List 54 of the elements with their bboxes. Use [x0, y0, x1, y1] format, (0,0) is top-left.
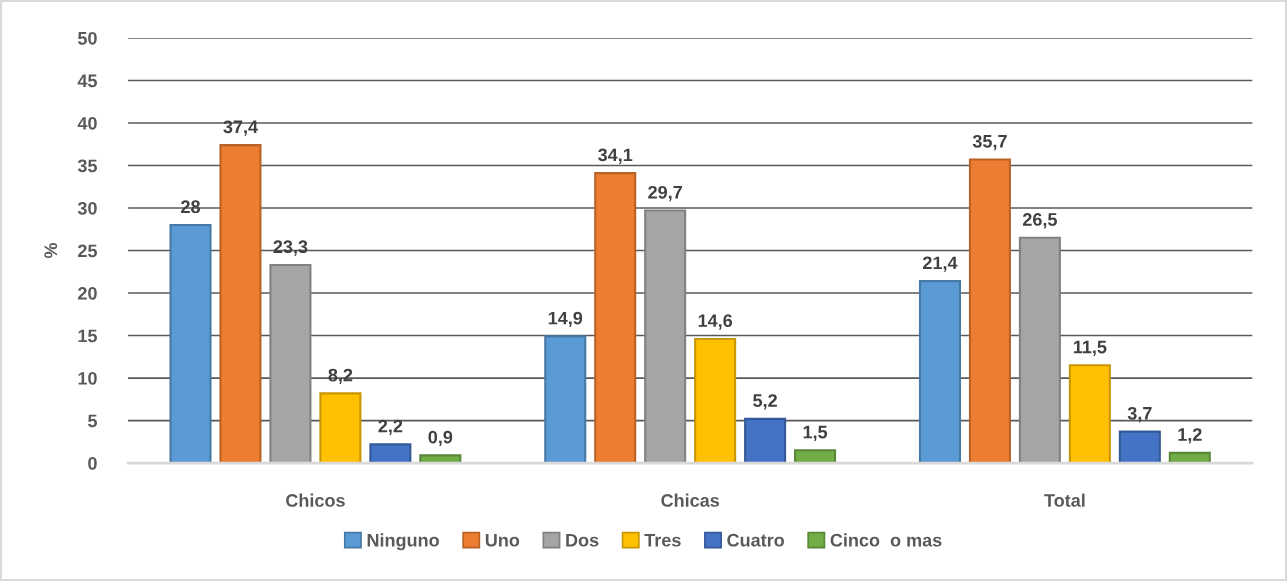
legend-label: Ninguno: [367, 533, 439, 551]
bar: [169, 223, 212, 464]
bar: [1068, 364, 1111, 464]
y-tick-label: 25: [78, 244, 97, 258]
data-label: 2,2: [378, 419, 403, 436]
data-label: 3,7: [1127, 406, 1152, 423]
data-label: 0,9: [428, 430, 453, 447]
bar: [1018, 236, 1061, 464]
data-label: 21,4: [923, 256, 958, 272]
data-label: 1,5: [803, 425, 828, 442]
bar: [419, 454, 462, 464]
data-label: 29,7: [648, 185, 682, 202]
data-label: 11,5: [1073, 340, 1107, 357]
bar: [968, 158, 1011, 464]
bar: [269, 263, 312, 464]
y-tick-label: 45: [77, 74, 97, 88]
y-tick-label: 0: [88, 456, 97, 470]
y-tick-label: 20: [78, 286, 97, 300]
data-label: 5,2: [753, 394, 777, 410]
bar: [1118, 430, 1161, 464]
x-tick-label: Chicas: [661, 493, 720, 507]
y-tick-label: 15: [78, 329, 97, 343]
y-axis-title: %: [44, 242, 58, 259]
bar: [369, 443, 412, 464]
bar: [544, 335, 587, 464]
x-tick-label: Total: [1044, 493, 1085, 507]
data-label: 1,2: [1178, 428, 1202, 444]
legend-label: Tres: [644, 533, 681, 547]
y-tick-label: 40: [77, 116, 97, 130]
bar: [1168, 451, 1211, 464]
x-tick-label: Chicos: [286, 493, 345, 507]
legend-label: Dos: [566, 533, 599, 547]
bar: [219, 144, 262, 464]
data-label: 34,1: [598, 148, 633, 164]
bar: [319, 392, 362, 464]
legend-label: Cuatro: [727, 533, 785, 547]
bar: [918, 280, 961, 464]
bar: [644, 209, 687, 464]
bar: [694, 337, 737, 464]
y-tick-label: 50: [77, 31, 97, 45]
y-tick-label: 5: [88, 414, 97, 428]
data-label: 35,7: [972, 134, 1007, 151]
data-label: 37,4: [223, 120, 258, 136]
data-label: 26,5: [1022, 213, 1057, 229]
y-tick-label: 30: [77, 201, 97, 215]
legend-label: Uno: [485, 533, 520, 547]
data-label: 14,9: [548, 311, 583, 328]
bar: [794, 449, 837, 464]
legend-label: Cinco o mas: [830, 533, 942, 547]
data-label: 14,6: [698, 314, 733, 330]
y-tick-label: 10: [78, 371, 97, 385]
bar: [744, 417, 787, 464]
y-tick-label: 35: [77, 159, 97, 173]
bar: [594, 172, 637, 464]
